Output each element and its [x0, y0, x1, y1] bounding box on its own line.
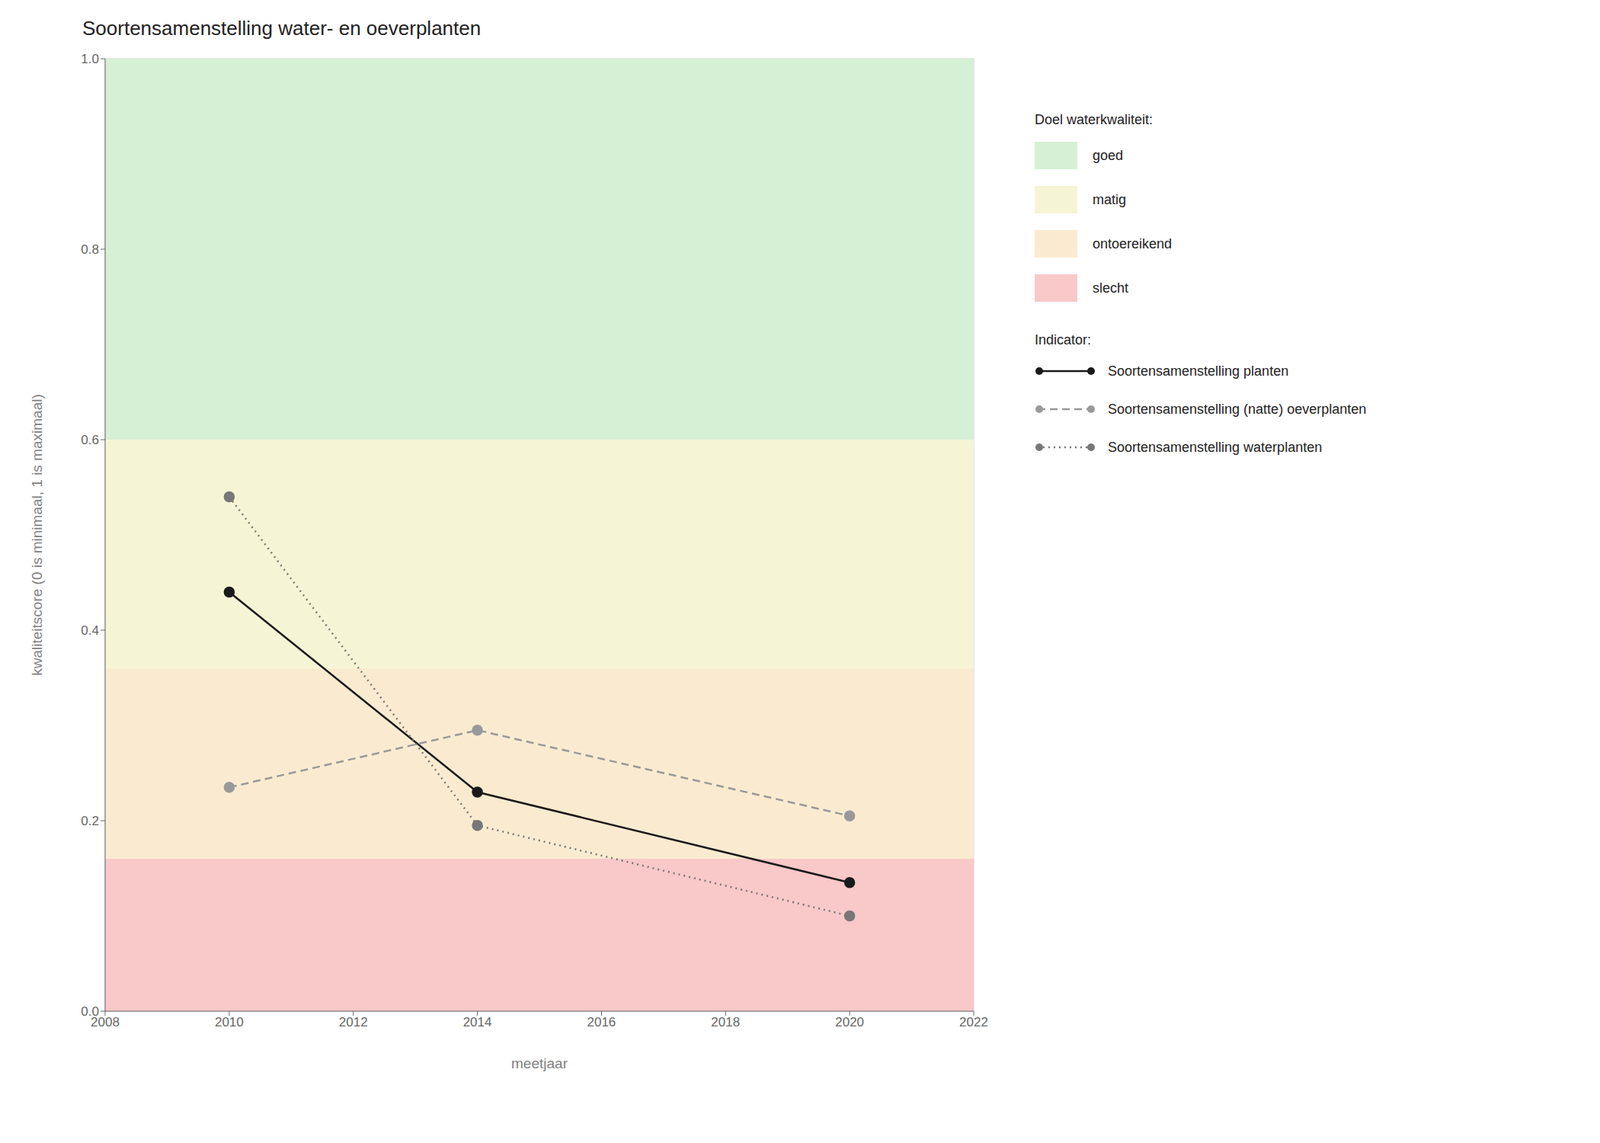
- svg-text:0.2: 0.2: [80, 813, 100, 829]
- svg-text:2012: 2012: [339, 1014, 368, 1030]
- svg-text:kwaliteitscore (0 is minimaal,: kwaliteitscore (0 is minimaal, 1 is maxi…: [28, 393, 45, 676]
- svg-text:meetjaar: meetjaar: [511, 1055, 569, 1072]
- html-text:Soortensamenstelling (natte) o: Soortensamenstelling (natte) oeverplante…: [1107, 401, 1367, 417]
- svg-text:2018: 2018: [710, 1014, 740, 1030]
- html-text:matig: matig: [1092, 191, 1127, 207]
- svg-text:2016: 2016: [587, 1014, 617, 1030]
- svg-text:2008: 2008: [90, 1014, 120, 1030]
- html-text:Indicator:: Indicator:: [1034, 332, 1092, 348]
- svg-text:2010: 2010: [214, 1014, 244, 1030]
- svg-text:2020: 2020: [835, 1014, 864, 1030]
- svg-text:0.4: 0.4: [80, 623, 100, 638]
- svg-text:0.6: 0.6: [80, 432, 100, 448]
- svg-text:2014: 2014: [463, 1014, 493, 1030]
- html-text:Soortensamenstelling water- en: Soortensamenstelling water- en oeverplan…: [82, 16, 481, 40]
- svg-text:0.8: 0.8: [80, 242, 100, 257]
- svg-text:2022: 2022: [959, 1014, 989, 1030]
- svg-text:1.0: 1.0: [80, 51, 100, 67]
- html-text:slecht: slecht: [1092, 280, 1129, 296]
- html-text:Doel waterkwaliteit:: Doel waterkwaliteit:: [1034, 112, 1153, 128]
- html-text:Soortensamenstelling waterplan: Soortensamenstelling waterplanten: [1107, 439, 1323, 455]
- html-text:ontoereikend: ontoereikend: [1092, 235, 1172, 252]
- svg-text:0.0: 0.0: [80, 1004, 100, 1019]
- html-text:goed: goed: [1092, 147, 1124, 163]
- html-text:Soortensamenstelling planten: Soortensamenstelling planten: [1107, 363, 1289, 379]
